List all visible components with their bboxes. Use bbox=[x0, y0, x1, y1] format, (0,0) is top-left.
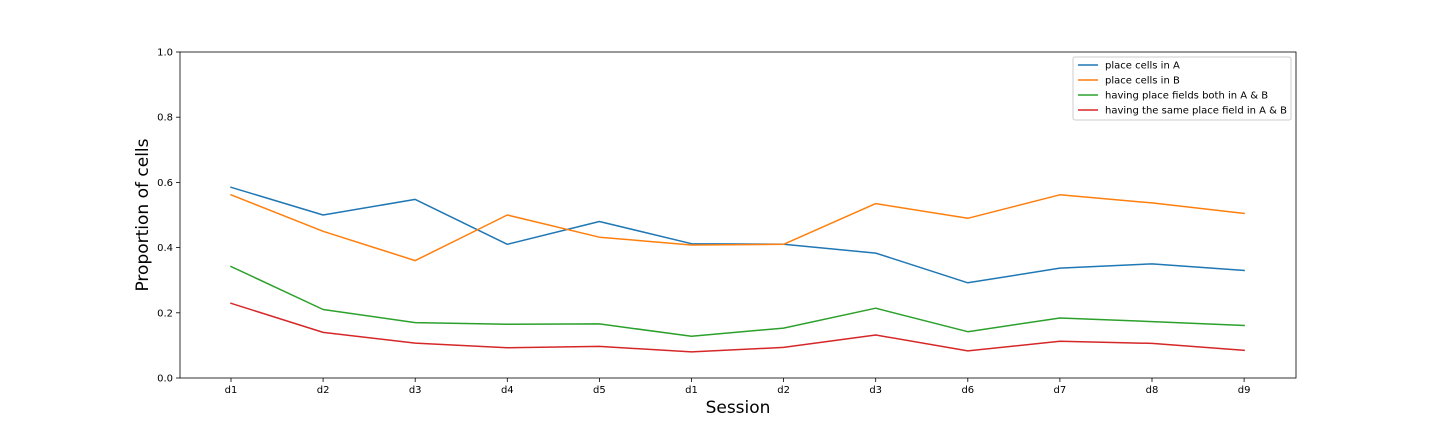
x-tick-label: d2 bbox=[317, 385, 330, 396]
x-tick-label: d3 bbox=[409, 385, 422, 396]
y-tick-label: 0.2 bbox=[157, 308, 173, 319]
plot-frame bbox=[179, 51, 1297, 379]
x-tick-label: d4 bbox=[501, 385, 514, 396]
x-tick-label: d9 bbox=[1238, 385, 1251, 396]
y-tick-label: 0.8 bbox=[157, 113, 173, 124]
legend-label-1: place cells in B bbox=[1105, 76, 1180, 87]
legend-label-3: having the same place field in A & B bbox=[1105, 106, 1287, 117]
x-tick-label: d7 bbox=[1054, 385, 1067, 396]
x-tick-label: d1 bbox=[225, 385, 238, 396]
x-tick-label: d6 bbox=[961, 385, 974, 396]
legend-label-0: place cells in A bbox=[1105, 61, 1180, 72]
y-axis-ticks: 0.0 0.2 0.4 0.6 0.8 1.0 bbox=[157, 48, 180, 385]
legend: place cells in A place cells in B having p… bbox=[1072, 56, 1292, 121]
y-tick-label: 0.6 bbox=[157, 178, 173, 189]
x-tick-label: d5 bbox=[593, 385, 606, 396]
x-tick-label: d1 bbox=[685, 385, 698, 396]
x-axis-ticks: d1 d2 d3 d4 d5 d1 d2 d3 d6 d7 d8 d9 bbox=[225, 378, 1251, 396]
x-tick-label: d8 bbox=[1146, 385, 1159, 396]
legend-frame bbox=[1072, 56, 1292, 121]
series-line-1 bbox=[230, 193, 1245, 262]
x-axis-title: Session bbox=[706, 398, 771, 418]
x-tick-label: d3 bbox=[869, 385, 882, 396]
legend-label-2: having place fields both in A & B bbox=[1105, 91, 1268, 102]
y-axis-title: Proportion of cells bbox=[133, 138, 153, 291]
y-tick-label: 1.0 bbox=[157, 48, 173, 59]
series-line-3 bbox=[230, 302, 1245, 353]
x-tick-label: d2 bbox=[777, 385, 790, 396]
series-layer bbox=[230, 186, 1245, 353]
y-tick-label: 0.0 bbox=[157, 374, 173, 385]
series-line-2 bbox=[230, 265, 1245, 338]
y-tick-label: 0.4 bbox=[157, 243, 173, 254]
